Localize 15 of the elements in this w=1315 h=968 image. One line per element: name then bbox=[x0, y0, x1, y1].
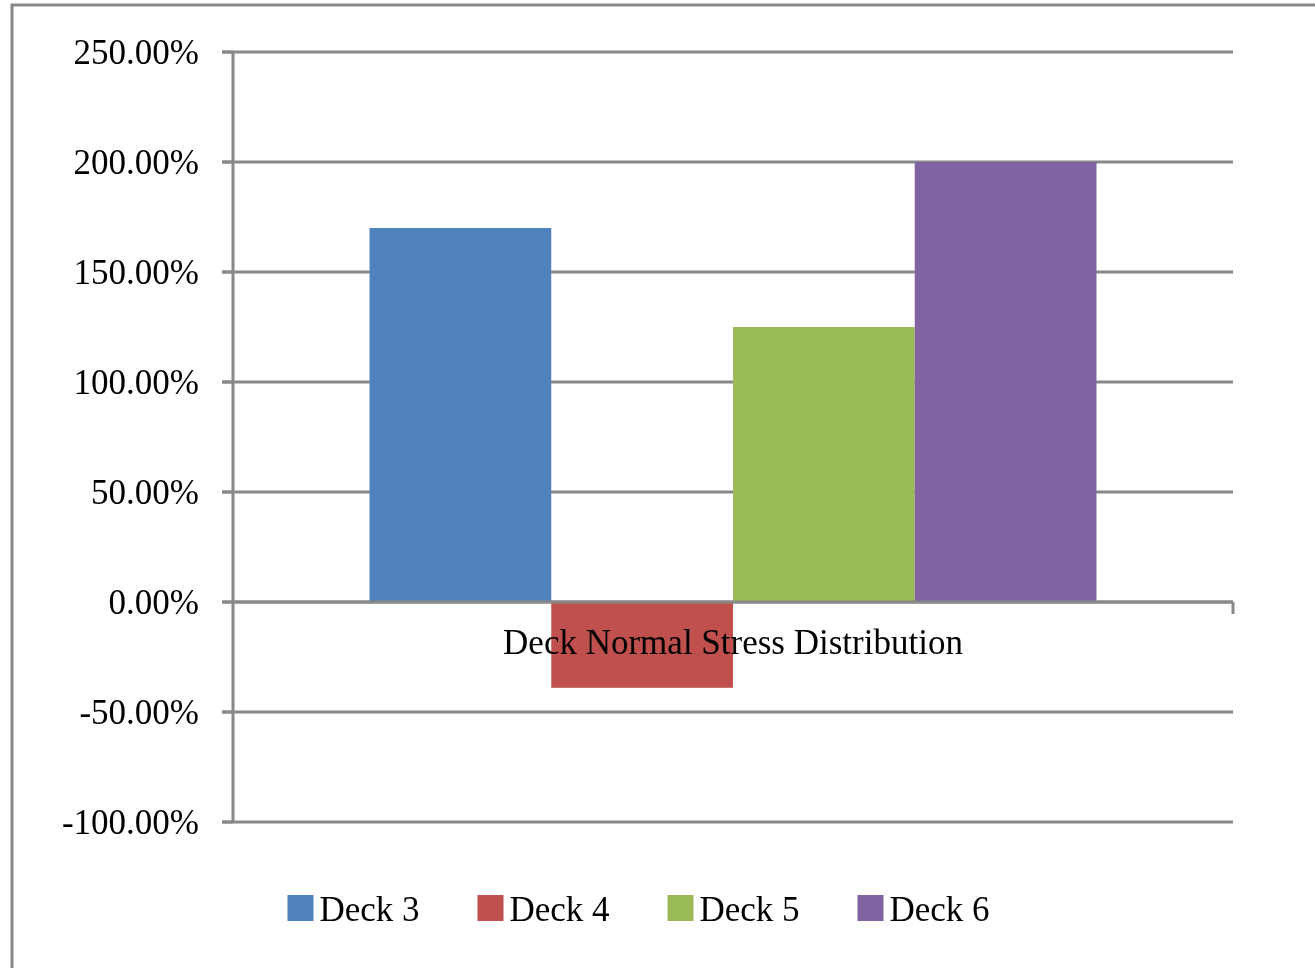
y-tick-label: -100.00% bbox=[61, 803, 199, 843]
bar bbox=[369, 228, 552, 602]
legend-label: Deck 3 bbox=[319, 890, 420, 929]
y-tick-label: 150.00% bbox=[73, 253, 199, 293]
legend-label: Deck 5 bbox=[699, 890, 800, 929]
bar bbox=[914, 162, 1097, 602]
y-tick-label: 100.00% bbox=[73, 363, 199, 403]
legend-label: Deck 4 bbox=[509, 890, 610, 929]
y-tick-label: 200.00% bbox=[73, 143, 199, 183]
y-tick-label: 0.00% bbox=[108, 583, 199, 623]
bar bbox=[733, 327, 915, 602]
y-tick-label: 250.00% bbox=[73, 33, 199, 73]
legend-label: Deck 6 bbox=[889, 890, 990, 929]
y-tick-label: 50.00% bbox=[91, 473, 199, 513]
y-tick-label: -50.00% bbox=[79, 693, 199, 733]
